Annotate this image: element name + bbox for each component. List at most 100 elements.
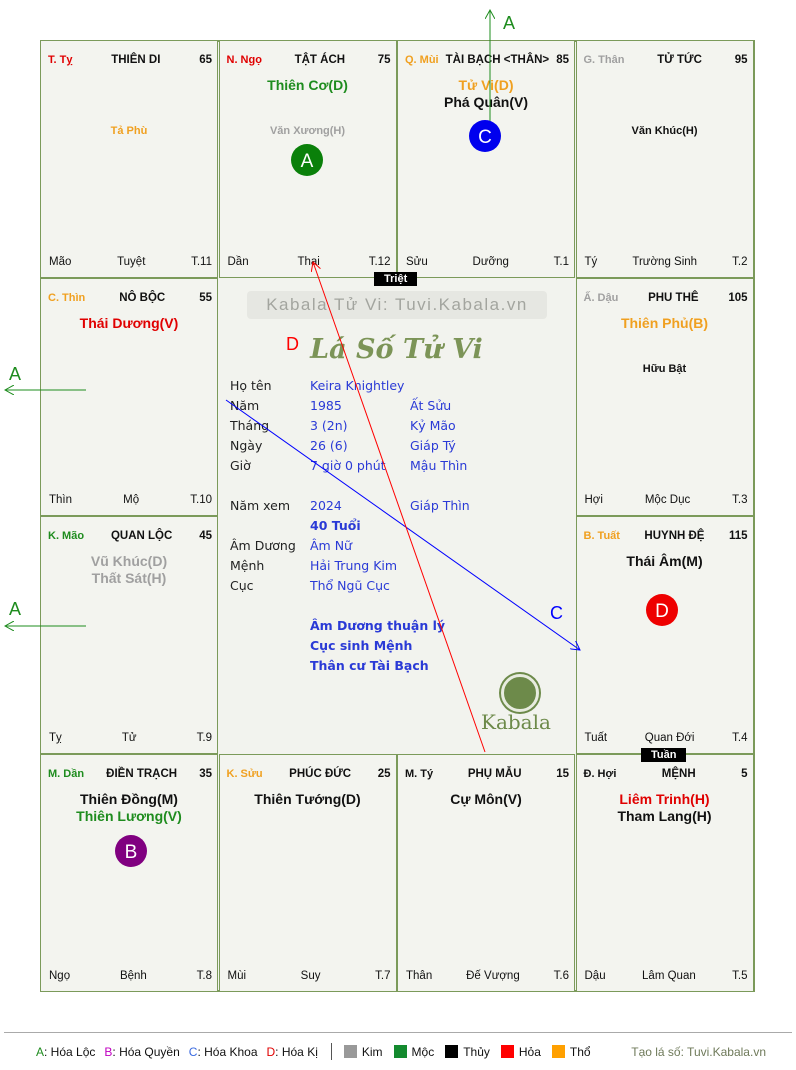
minor-star: Văn Khúc(H) xyxy=(631,125,698,137)
legend-divider xyxy=(4,1032,792,1033)
legend-element: Thủy xyxy=(445,1044,490,1059)
palace-cell: Q. Mùi TÀI BẠCH <THÂN> 85 Tử Vi(D) Phá Qu… xyxy=(397,40,575,278)
info-can-chi: Giáp Thìn xyxy=(410,498,470,513)
label-c: C xyxy=(550,603,563,623)
cell-header: Đ. Hợi MỆNH 5 xyxy=(584,768,748,780)
arrow-d xyxy=(313,262,486,753)
info-label: Cục xyxy=(230,578,254,593)
main-star: Tham Lang(H) xyxy=(617,808,712,824)
triet-marker: Triệt xyxy=(374,272,418,286)
info-value: 7 giờ 0 phút xyxy=(310,458,386,473)
cell-footer-item: Tỵ xyxy=(49,732,62,744)
svg-text:B: B xyxy=(125,842,138,863)
palace-name: TỬ TỨC xyxy=(657,54,702,66)
dai-han-number: 115 xyxy=(728,530,748,542)
info-note: Thân cư Tài Bạch xyxy=(310,658,429,673)
horoscope-chart: T. Tỵ THIÊN DI 65 Tả Phù Mão Tuyệt T.11 N. N… xyxy=(40,40,755,992)
main-star: Thiên Tướng(D) xyxy=(254,791,361,807)
watermark: Kabala Tử Vi: Tuvi.Kabala.vn xyxy=(247,291,547,319)
center-info-panel: Kabala Tử Vi: Tuvi.Kabala.vn Lá Số Tử Vi… xyxy=(219,278,574,754)
info-value: 26 (6) xyxy=(310,438,348,453)
info-can-chi: Mậu Thìn xyxy=(410,458,468,473)
color-swatch xyxy=(445,1044,459,1058)
dai-han-number: 45 xyxy=(199,530,212,542)
label-d: D xyxy=(286,334,299,354)
cell-header: Ấ. Dậu PHU THÊ 105 xyxy=(584,292,748,304)
chart-title: Lá Số Tử Vi xyxy=(310,334,483,365)
cell-footer-item: T.4 xyxy=(732,732,748,744)
info-label: Mệnh xyxy=(230,558,265,573)
cell-header: C. Thìn NÔ BỘC 55 xyxy=(48,292,212,304)
cell-footer-item: Mùi xyxy=(227,970,247,982)
legend-hoa: C: Hóa Khoa xyxy=(188,1044,258,1059)
cell-header: K. Mão QUAN LỘC 45 xyxy=(48,530,212,542)
legend-hoa: D: Hóa Kị xyxy=(266,1044,318,1059)
cell-header: B. Tuất HUYNH ĐỆ 115 xyxy=(584,530,748,542)
palace-name: ĐIỀN TRẠCH xyxy=(106,768,178,780)
cell-footer-item: Mộ xyxy=(123,494,140,506)
cell-footer-item: T.12 xyxy=(368,256,391,268)
dai-han-number: 75 xyxy=(377,54,391,66)
info-label: Ngày xyxy=(230,438,263,453)
info-label: Năm xem xyxy=(230,498,291,513)
dai-han-number: 25 xyxy=(377,768,391,780)
cell-footer-item: Dưỡng xyxy=(472,256,509,268)
palace-name: NÔ BỘC xyxy=(119,292,166,304)
info-label: Tháng xyxy=(230,418,270,433)
badge-c: C xyxy=(469,120,501,152)
cell-header: T. Tỵ THIÊN DI 65 xyxy=(48,54,212,66)
cell-footer-item: Dậu xyxy=(584,970,606,982)
main-star: Thiên Phủ(B) xyxy=(620,315,709,331)
palace-name: QUAN LỘC xyxy=(110,530,173,542)
can-chi: B. Tuất xyxy=(583,530,620,542)
info-label: Giờ xyxy=(230,458,251,473)
cell-footer-item: T.6 xyxy=(553,970,569,982)
info-value: Keira Knightley xyxy=(310,378,405,393)
can-chi: K. Mão xyxy=(48,530,85,542)
legend-separator xyxy=(330,1043,332,1060)
can-chi: G. Thân xyxy=(583,54,625,66)
palace-cell: K. Sửu PHÚC ĐỨC 25 Thiên Tướng(D) Mùi Suy T… xyxy=(218,754,397,992)
dai-han-number: 65 xyxy=(199,54,212,66)
palace-name: PHỤ MẪU xyxy=(467,768,522,780)
cell-footer-item: T.9 xyxy=(196,732,212,744)
can-chi: Q. Mùi xyxy=(405,54,439,66)
cell-header: M. Tý PHỤ MẪU 15 xyxy=(405,768,569,780)
main-star: Vũ Khúc(D) xyxy=(90,553,168,569)
palace-cell: M. Tý PHỤ MẪU 15 Cự Môn(V) Thân Đế Vượng T.… xyxy=(397,754,575,992)
legend-hoa: B: Hóa Quyền xyxy=(104,1044,180,1059)
cell-footer-item: Bệnh xyxy=(119,970,147,982)
cell-footer-item: Suy xyxy=(300,970,321,982)
palace-name: HUYNH ĐỆ xyxy=(644,530,705,542)
cell-footer-item: T.7 xyxy=(375,970,391,982)
info-label: Âm Dương xyxy=(230,538,296,553)
legend-hoa: A: Hóa Lộc xyxy=(36,1044,96,1059)
minor-star: Tả Phù xyxy=(110,125,148,137)
main-star: Thái Âm(M) xyxy=(626,553,703,569)
cell-footer-item: T.11 xyxy=(191,256,212,268)
main-star: Thất Sát(H) xyxy=(91,570,167,586)
cell-footer-item: Mộc Dục xyxy=(644,494,691,506)
palace-name: PHU THÊ xyxy=(648,292,699,304)
palace-cell: K. Mão QUAN LỘC 45 Vũ Khúc(D) Thất Sát(H)… xyxy=(40,516,218,754)
info-value: 2024 xyxy=(310,498,342,513)
badge-d: D xyxy=(646,594,678,626)
cell-footer-item: T.10 xyxy=(190,494,212,506)
dai-han-number: 35 xyxy=(199,768,212,780)
info-label: Họ tên xyxy=(230,378,272,393)
cell-footer-item: T.5 xyxy=(732,970,748,982)
cell-footer-item: Trường Sinh xyxy=(632,256,698,268)
cell-footer-item: T.8 xyxy=(196,970,212,982)
color-swatch xyxy=(343,1044,357,1058)
palace-cell: C. Thìn NÔ BỘC 55 Thái Dương(V) Thìn Mộ T.1… xyxy=(40,278,218,516)
cell-footer-item: Hợi xyxy=(584,494,603,506)
info-value: 40 Tuổi xyxy=(310,518,361,533)
legend: A: Hóa Lộc B: Hóa Quyền C: Hóa Khoa D: Hóa … xyxy=(36,1043,766,1060)
credit: Tạo lá số: Tuvi.Kabala.vn xyxy=(631,1044,766,1059)
palace-name: PHÚC ĐỨC xyxy=(289,768,352,780)
info-note: Âm Dương thuận lý xyxy=(310,618,446,633)
kabala-logo xyxy=(501,674,539,712)
can-chi: N. Ngọ xyxy=(226,54,262,66)
info-note: Cục sinh Mệnh xyxy=(310,638,413,653)
dai-han-number: 15 xyxy=(556,768,569,780)
